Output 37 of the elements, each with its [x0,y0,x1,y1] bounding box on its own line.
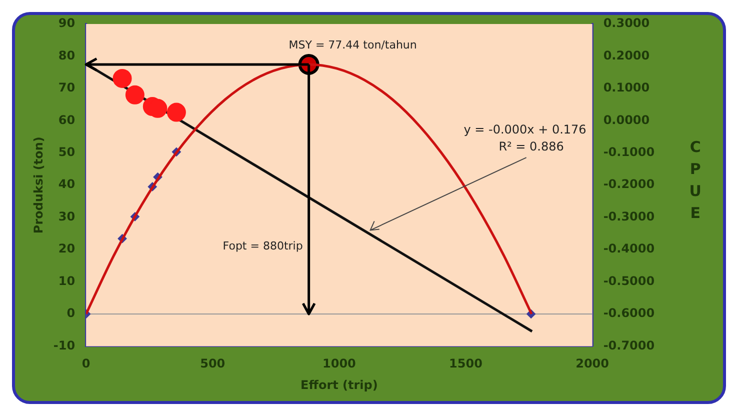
y2-tick-label: 0.3000 [603,16,650,30]
y-axis-title: Produksi (ton) [31,136,46,234]
y2-tick-label: 0.2000 [603,48,650,62]
x-axis-title: Effort (trip) [300,378,378,392]
y2-axis-title: CPUE [689,138,702,222]
y-tick-label: 60 [58,112,76,127]
x-tick-label: 2000 [576,356,610,371]
y-tick-label: 20 [58,242,76,256]
y-tick-label: 90 [58,16,76,30]
y2-tick-label: 0.1000 [603,80,650,95]
y-tick-label: 40 [58,177,76,192]
y2-tick-label: -0.5000 [603,274,655,288]
y-tick-label: 10 [58,274,76,288]
y-tick-label: 50 [58,145,76,160]
point [125,85,144,104]
x-tick-label: 0 [82,356,90,371]
y2-tick-label: -0.2000 [603,177,655,192]
y2-tick-label: -0.4000 [603,242,655,256]
y2-tick-label: 0.0000 [603,112,650,127]
y-tick-label: 80 [58,48,76,62]
y-tick-label: -10 [53,338,76,352]
annotation: Fopt = 880trip [222,240,303,253]
y2-tick-label: -0.7000 [603,338,655,352]
y-tick-label: 0 [66,306,76,320]
y2-tick-label: -0.1000 [603,145,655,160]
y2-tick-label: -0.6000 [603,306,655,320]
x-tick-label: 1000 [322,356,356,371]
y-tick-label: 30 [58,209,76,224]
y-tick-label: 70 [58,80,76,95]
annotation: MSY = 77.44 ton/tahun [288,38,417,52]
y2-tick-label: -0.3000 [603,209,655,224]
point [112,68,132,88]
annotation: R² = 0.886 [498,140,564,154]
annotation: y = -0.000x + 0.176 [464,122,586,137]
point [166,102,186,122]
x-tick-label: 1500 [449,356,482,371]
x-tick-label: 500 [200,356,226,371]
